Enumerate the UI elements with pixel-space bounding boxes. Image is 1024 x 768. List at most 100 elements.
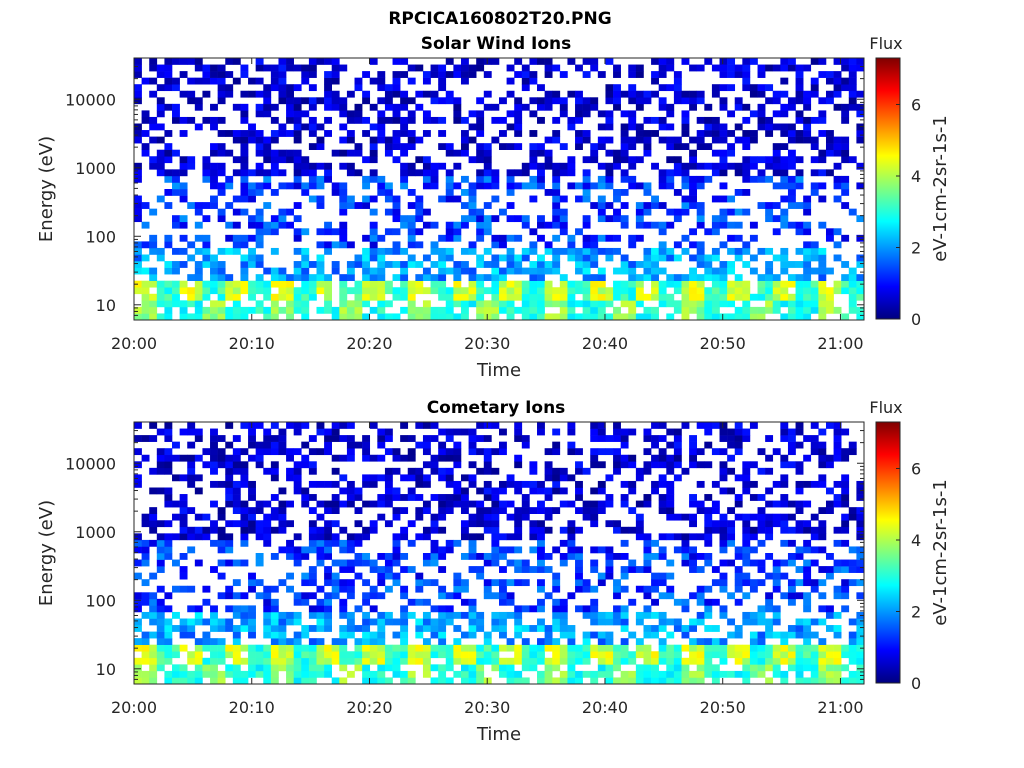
heatmap-cell — [134, 598, 142, 606]
heatmap-cell — [453, 267, 462, 275]
heatmap-cell — [818, 454, 827, 462]
heatmap-cell — [491, 241, 500, 249]
heatmap-cell — [742, 306, 751, 314]
heatmap-cell — [787, 123, 796, 131]
heatmap-cell — [445, 677, 454, 685]
heatmap-cell — [248, 90, 256, 98]
heatmap-cell — [734, 474, 743, 482]
heatmap-cell — [316, 598, 325, 606]
heatmap-cell — [217, 657, 226, 665]
heatmap-cell — [156, 195, 165, 203]
heatmap-cell — [217, 71, 226, 78]
heatmap-cell — [780, 677, 789, 685]
heatmap-cell — [339, 474, 348, 482]
heatmap-cell — [460, 579, 469, 587]
heatmap-cell — [521, 71, 530, 78]
heatmap-cell — [734, 566, 743, 573]
heatmap-cell — [194, 513, 203, 521]
heatmap-cell — [506, 143, 515, 150]
heatmap-cell — [194, 651, 203, 659]
heatmap-cell — [727, 644, 736, 652]
heatmap-cell — [339, 64, 348, 72]
heatmap-cell — [795, 651, 804, 659]
heatmap-cell — [346, 274, 355, 281]
heatmap-cell — [483, 156, 492, 164]
heatmap-cell — [377, 513, 386, 521]
heatmap-cell — [483, 143, 492, 150]
heatmap-cell — [263, 169, 272, 177]
y-tick-label: 10000 — [65, 90, 116, 109]
heatmap-cell — [278, 428, 287, 436]
heatmap-cell — [134, 533, 142, 541]
heatmap-cell — [833, 149, 842, 157]
heatmap-cell — [438, 553, 447, 560]
heatmap-cell — [346, 559, 355, 567]
heatmap-cell — [628, 454, 637, 462]
heatmap-cell — [301, 162, 310, 170]
heatmap-cell — [187, 241, 196, 249]
heatmap-cell — [483, 454, 492, 462]
heatmap-cell — [172, 189, 180, 196]
heatmap-cell — [818, 664, 827, 672]
heatmap-cell — [468, 461, 477, 469]
heatmap-cell — [742, 487, 751, 495]
heatmap-cell — [407, 448, 416, 456]
heatmap-cell — [499, 241, 507, 249]
heatmap-cell — [263, 500, 272, 508]
heatmap-cell — [666, 572, 675, 580]
heatmap-cell — [263, 149, 272, 157]
heatmap-cell — [544, 513, 553, 521]
heatmap-cell — [225, 487, 234, 495]
heatmap-cell — [240, 116, 249, 124]
heatmap-cell — [514, 454, 523, 462]
heatmap-cell — [468, 241, 477, 249]
heatmap-cell — [331, 77, 340, 85]
heatmap-cell — [134, 64, 142, 72]
heatmap-cell — [552, 611, 561, 619]
heatmap-cell — [278, 579, 287, 587]
heatmap-cell — [362, 618, 371, 626]
heatmap-cell — [362, 579, 371, 587]
heatmap-cell — [400, 261, 409, 268]
heatmap-cell — [765, 657, 774, 665]
heatmap-cell — [521, 293, 530, 301]
heatmap-cell — [818, 618, 827, 626]
heatmap-cell — [377, 110, 386, 118]
heatmap-cell — [613, 592, 621, 600]
heatmap-cell — [270, 461, 279, 469]
heatmap-cell — [567, 546, 576, 554]
heatmap-cell — [643, 208, 652, 216]
heatmap-cell — [841, 520, 850, 528]
heatmap-cell — [499, 306, 507, 314]
heatmap-cell — [537, 507, 545, 514]
heatmap-cell — [658, 474, 667, 482]
heatmap-cell — [552, 293, 561, 301]
heatmap-cell — [734, 103, 743, 111]
heatmap-cell — [559, 215, 568, 223]
colorbar-gradient — [875, 421, 901, 684]
heatmap-cell — [704, 533, 713, 541]
heatmap-cell — [673, 169, 682, 177]
heatmap-cell — [293, 670, 302, 678]
heatmap-cell — [400, 215, 409, 223]
heatmap-cell — [529, 130, 538, 137]
heatmap-cell — [210, 454, 218, 462]
heatmap-cell — [278, 306, 287, 314]
heatmap-cell — [537, 422, 545, 429]
heatmap-cell — [210, 300, 218, 308]
heatmap-cell — [818, 156, 827, 164]
heatmap-cell — [172, 300, 180, 308]
heatmap-cell — [803, 313, 812, 321]
heatmap-cell — [613, 677, 621, 685]
heatmap-cell — [255, 254, 264, 262]
heatmap-cell — [377, 274, 386, 281]
heatmap-cell — [628, 566, 637, 573]
heatmap-cell — [848, 677, 857, 685]
heatmap-cell — [711, 422, 720, 429]
heatmap-cell — [293, 306, 302, 314]
heatmap-cell — [369, 644, 378, 652]
heatmap-cell — [689, 293, 697, 301]
heatmap-cell — [422, 71, 431, 78]
heatmap-cell — [248, 130, 256, 137]
heatmap-cell — [567, 448, 576, 456]
